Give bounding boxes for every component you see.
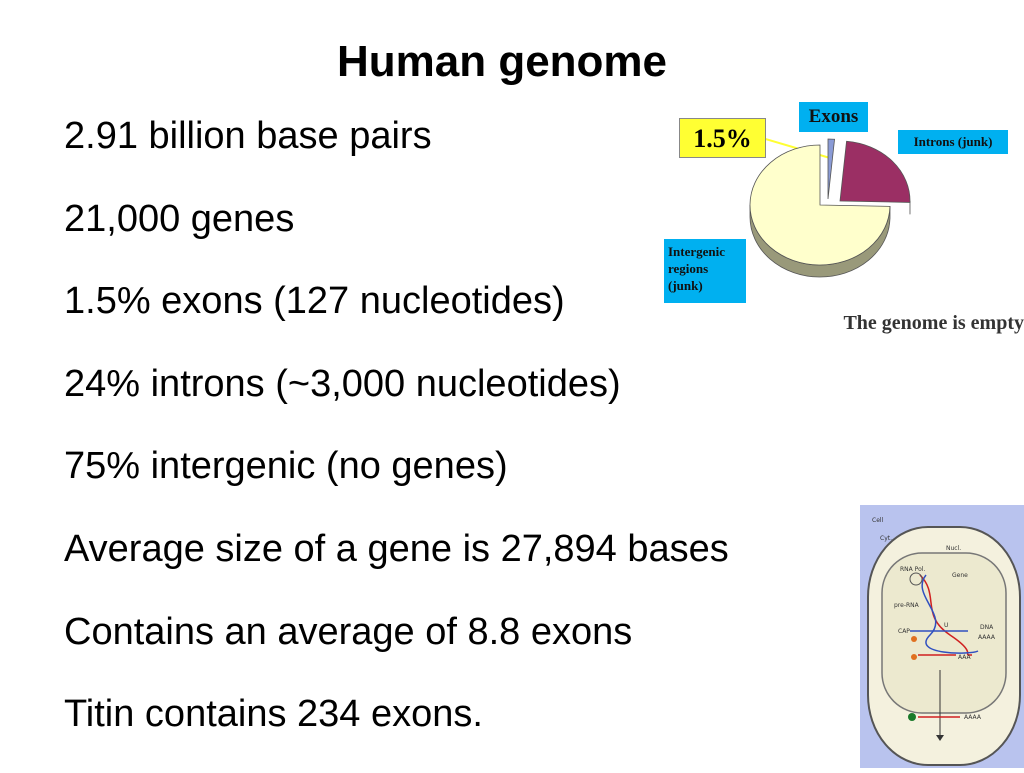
cell-label: Cell xyxy=(872,517,884,524)
slide-title: Human genome xyxy=(0,36,1004,88)
cell-label: U xyxy=(944,622,948,629)
cell-label: RNA Pol. xyxy=(900,566,925,573)
cell-label: AAAA xyxy=(978,634,996,641)
ribosome xyxy=(908,713,916,721)
bullet-item: 75% intergenic (no genes) xyxy=(64,442,729,525)
cell-label: Nucl. xyxy=(946,545,961,552)
cap-dot xyxy=(911,654,917,660)
cap-dot xyxy=(911,636,917,642)
cell-diagram-image: Cell Cyt. Nucl. RNA Pol. Gene pre-RNA CA… xyxy=(860,505,1024,768)
cell-label: pre-RNA xyxy=(894,602,920,609)
bullet-item: 21,000 genes xyxy=(64,195,729,278)
bullet-list: 2.91 billion base pairs 21,000 genes 1.5… xyxy=(64,112,729,773)
label-exons: Exons xyxy=(799,102,868,132)
bullet-item: 1.5% exons (127 nucleotides) xyxy=(64,277,729,360)
bullet-item: Contains an average of 8.8 exons xyxy=(64,608,729,691)
label-intergenic: Intergenic regions (junk) xyxy=(664,239,746,303)
bullet-item: 2.91 billion base pairs xyxy=(64,112,729,195)
cell-diagram: Cell Cyt. Nucl. RNA Pol. Gene pre-RNA CA… xyxy=(860,505,1024,768)
cell-label: Gene xyxy=(952,572,968,579)
cell-label: Cyt. xyxy=(880,535,892,542)
bullet-item: 24% introns (~3,000 nucleotides) xyxy=(64,360,729,443)
label-introns: Introns (junk) xyxy=(898,130,1008,154)
genome-pie-figure: Exons 1.5% Introns (junk) Intergenic reg… xyxy=(660,100,1024,345)
label-exon-percent: 1.5% xyxy=(679,118,766,158)
bullet-item: Titin contains 234 exons. xyxy=(64,690,729,773)
cell-label: DNA xyxy=(980,624,994,631)
bullet-item: Average size of a gene is 27,894 bases xyxy=(64,525,729,608)
cell-label: AAA xyxy=(958,654,972,661)
pie-caption: The genome is empty xyxy=(766,312,1024,335)
cell-label: CAP xyxy=(898,628,910,635)
cell-label: AAAA xyxy=(964,714,982,721)
pie-slice-exons xyxy=(828,139,835,199)
